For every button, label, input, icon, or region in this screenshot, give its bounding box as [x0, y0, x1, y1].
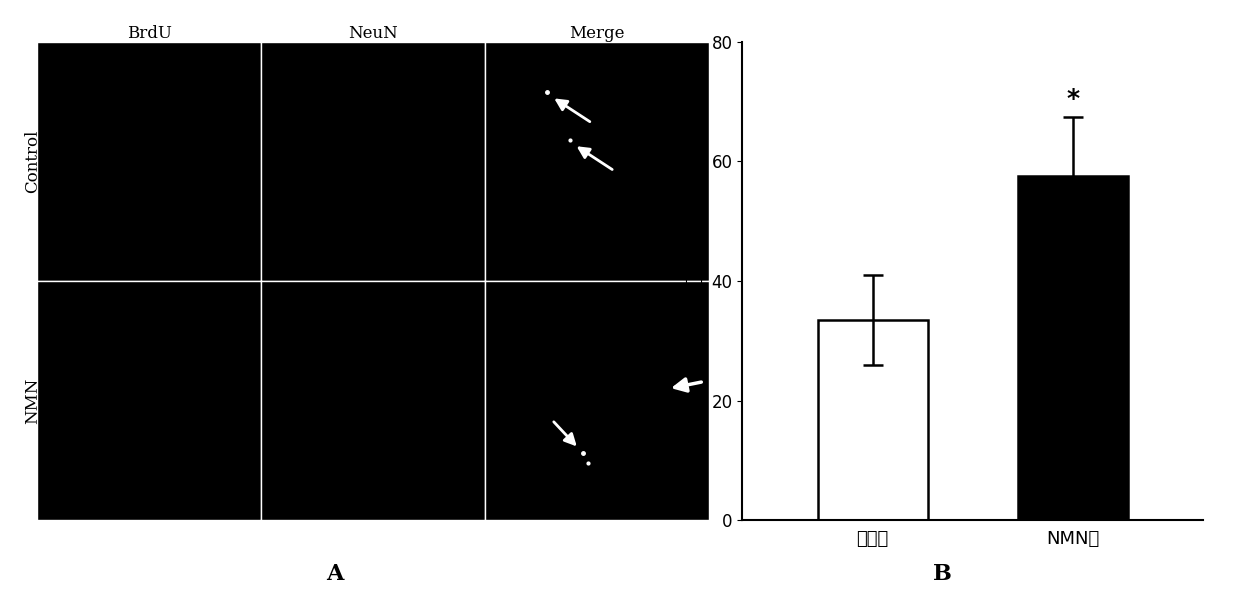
Y-axis label: Control: Control: [25, 130, 41, 193]
Text: B: B: [932, 563, 952, 585]
Bar: [1018, 176, 1127, 520]
Title: NeuN: NeuN: [348, 25, 398, 42]
Y-axis label: NMN: NMN: [25, 377, 41, 424]
Text: *: *: [1066, 87, 1079, 111]
Title: Merge: Merge: [569, 25, 625, 42]
Bar: [817, 320, 928, 520]
Y-axis label: 新生神经元数目: 新生神经元数目: [684, 240, 703, 322]
Title: BrdU: BrdU: [126, 25, 171, 42]
Text: A: A: [326, 563, 343, 585]
